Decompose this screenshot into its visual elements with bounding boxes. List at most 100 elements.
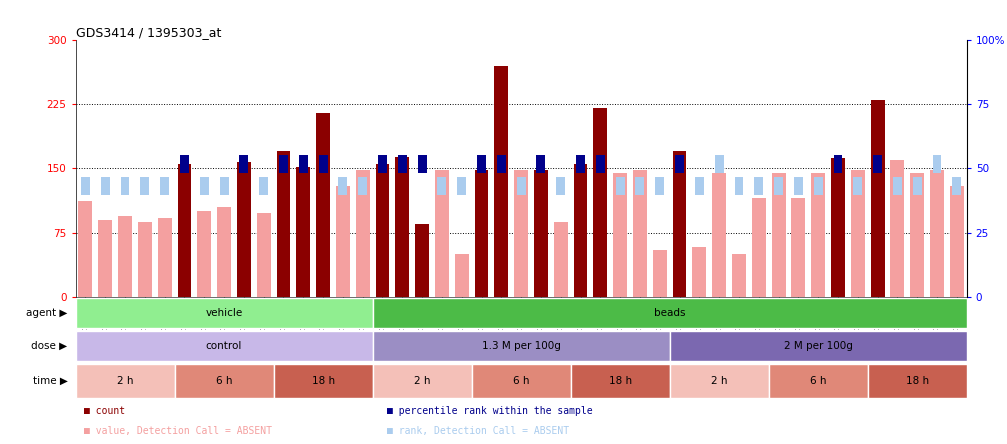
Text: ■ count: ■ count <box>85 406 126 416</box>
Bar <box>613 173 627 297</box>
Bar <box>851 170 865 297</box>
Text: control: control <box>205 341 243 351</box>
Text: 2 h: 2 h <box>117 376 133 386</box>
Bar <box>418 155 427 173</box>
Bar <box>316 113 330 297</box>
Bar <box>220 177 229 194</box>
Bar <box>675 155 684 173</box>
Text: vehicle: vehicle <box>205 308 243 318</box>
Bar <box>140 177 149 194</box>
Bar <box>378 155 387 173</box>
Bar <box>79 201 93 297</box>
Bar <box>517 177 526 194</box>
Bar <box>259 177 268 194</box>
Bar <box>296 167 310 297</box>
Bar <box>218 207 231 297</box>
Bar <box>554 222 568 297</box>
Text: 2 h: 2 h <box>711 376 727 386</box>
Bar <box>712 173 726 297</box>
Text: ■ value, Detection Call = ABSENT: ■ value, Detection Call = ABSENT <box>85 426 273 436</box>
Text: dose ▶: dose ▶ <box>31 341 67 351</box>
Bar <box>794 177 803 194</box>
Text: 2 M per 100g: 2 M per 100g <box>783 341 853 351</box>
Bar <box>496 155 506 173</box>
Bar <box>494 66 509 297</box>
Bar <box>537 155 546 173</box>
Text: time ▶: time ▶ <box>32 376 67 386</box>
Bar <box>868 364 967 398</box>
Bar <box>471 364 571 398</box>
Bar <box>177 164 191 297</box>
Bar <box>121 177 130 194</box>
Bar <box>576 155 585 173</box>
Bar <box>355 170 370 297</box>
Bar <box>76 331 373 361</box>
Text: 18 h: 18 h <box>311 376 334 386</box>
Bar <box>396 157 409 297</box>
Bar <box>99 220 112 297</box>
Bar <box>138 222 152 297</box>
Bar <box>76 298 373 328</box>
Bar <box>299 155 308 173</box>
Text: ■ rank, Detection Call = ABSENT: ■ rank, Detection Call = ABSENT <box>388 426 570 436</box>
Text: 6 h: 6 h <box>810 376 827 386</box>
Bar <box>277 151 290 297</box>
Bar <box>673 151 687 297</box>
Bar <box>831 158 845 297</box>
Bar <box>358 177 368 194</box>
Bar <box>197 211 211 297</box>
Bar <box>435 170 449 297</box>
Bar <box>912 177 921 194</box>
Text: 6 h: 6 h <box>215 376 233 386</box>
Bar <box>318 155 327 173</box>
Bar <box>792 198 806 297</box>
Bar <box>81 177 90 194</box>
Text: beads: beads <box>654 308 686 318</box>
Bar <box>415 224 429 297</box>
Bar <box>373 364 471 398</box>
Bar <box>477 155 486 173</box>
Bar <box>160 177 169 194</box>
Bar <box>180 155 189 173</box>
Bar <box>571 364 670 398</box>
Bar <box>376 164 390 297</box>
Bar <box>336 186 349 297</box>
Bar <box>950 186 964 297</box>
Bar <box>734 177 743 194</box>
Bar <box>455 254 468 297</box>
Bar <box>812 173 825 297</box>
Bar <box>237 162 251 297</box>
Bar <box>752 198 765 297</box>
Bar <box>768 364 868 398</box>
Bar <box>574 164 587 297</box>
Bar <box>398 155 407 173</box>
Bar <box>556 177 565 194</box>
Text: 18 h: 18 h <box>905 376 928 386</box>
Bar <box>240 155 249 173</box>
Bar <box>774 177 783 194</box>
Text: 6 h: 6 h <box>513 376 530 386</box>
Bar <box>118 215 132 297</box>
Bar <box>695 177 704 194</box>
Bar <box>871 100 884 297</box>
Bar <box>596 155 605 173</box>
Text: 18 h: 18 h <box>608 376 631 386</box>
Bar <box>853 177 862 194</box>
Text: GDS3414 / 1395303_at: GDS3414 / 1395303_at <box>76 26 221 39</box>
Bar <box>437 177 446 194</box>
Bar <box>257 213 271 297</box>
Bar <box>890 160 904 297</box>
Bar <box>635 177 644 194</box>
Bar <box>615 177 624 194</box>
Bar <box>653 250 667 297</box>
Bar <box>158 218 171 297</box>
Text: ■ percentile rank within the sample: ■ percentile rank within the sample <box>388 406 593 416</box>
Bar <box>457 177 466 194</box>
Text: agent ▶: agent ▶ <box>26 308 67 318</box>
Bar <box>274 364 373 398</box>
Text: 1.3 M per 100g: 1.3 M per 100g <box>481 341 561 351</box>
Bar <box>474 170 488 297</box>
Bar <box>771 173 785 297</box>
Bar <box>656 177 665 194</box>
Bar <box>732 254 746 297</box>
